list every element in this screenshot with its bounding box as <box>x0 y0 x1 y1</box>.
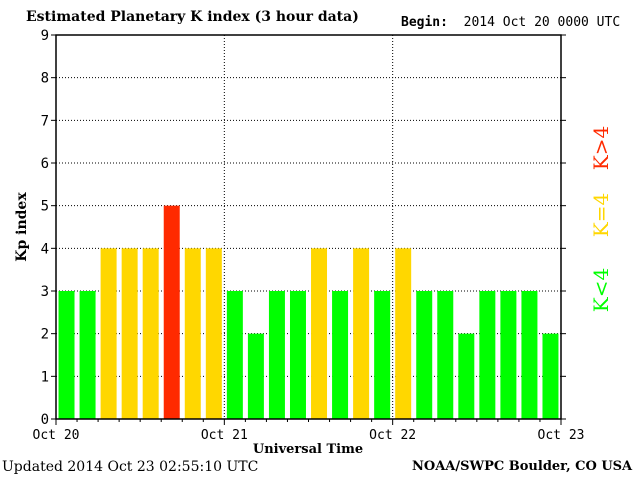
x-tick-label: Oct 20 <box>33 428 80 443</box>
y-tick-label: 2 <box>41 327 49 343</box>
bars <box>58 205 559 419</box>
kp-bar <box>268 291 285 419</box>
begin-value: 2014 Oct 20 0000 UTC <box>463 15 621 30</box>
kp-bar <box>542 333 559 419</box>
y-ticks: 0 1 2 3 4 5 6 7 8 9 <box>41 28 566 428</box>
kp-bar <box>226 291 243 419</box>
kp-bar <box>247 333 264 419</box>
kp-bar <box>458 333 475 419</box>
kp-bar <box>479 291 496 419</box>
y-tick-label: 1 <box>41 369 49 385</box>
y-tick-label: 6 <box>41 156 49 172</box>
kp-bar <box>100 248 117 419</box>
kp-bar <box>205 248 222 419</box>
x-tick-label: Oct 23 <box>538 428 585 443</box>
kp-bar <box>353 248 370 419</box>
kp-bar <box>332 291 349 419</box>
chart-title: Estimated Planetary K index (3 hour data… <box>26 9 359 25</box>
y-tick-label: 0 <box>41 412 49 428</box>
x-axis-label: Universal Time <box>253 442 363 457</box>
grid-lines <box>56 35 561 419</box>
x-tick-label: Oct 22 <box>369 428 416 443</box>
kp-bar <box>521 291 538 419</box>
y-axis-label: Kp index <box>14 192 30 262</box>
kp-bar <box>163 205 180 419</box>
updated-timestamp: Updated 2014 Oct 23 02:55:10 UTC <box>2 459 259 475</box>
kp-bar <box>437 291 454 419</box>
kp-bar <box>416 291 433 419</box>
y-tick-label: 8 <box>41 71 49 87</box>
legend-mid: K=4 <box>589 193 613 237</box>
x-tick-label: Oct 21 <box>201 428 248 443</box>
kp-chart: 0 1 2 3 4 5 6 7 8 9 Oct 20 Oct 21 Oct 22 Oct 23 Kp i… <box>14 28 613 457</box>
kp-bar <box>311 248 328 419</box>
kp-bar <box>79 291 96 419</box>
kp-bar <box>121 248 138 419</box>
y-tick-label: 5 <box>41 199 49 215</box>
kp-bar <box>142 248 159 419</box>
kp-bar <box>500 291 517 419</box>
begin-info: Begin: 2014 Oct 20 0000 UTC <box>401 15 620 30</box>
x-ticks: Oct 20 Oct 21 Oct 22 Oct 23 <box>33 419 585 443</box>
y-tick-label: 3 <box>41 284 49 300</box>
kp-bar <box>374 291 391 419</box>
kp-bar <box>395 248 412 419</box>
begin-label: Begin: <box>401 15 448 30</box>
legend-high: K>4 <box>589 126 613 170</box>
credit: NOAA/SWPC Boulder, CO USA <box>412 459 633 474</box>
y-tick-label: 4 <box>41 241 49 257</box>
y-tick-label: 7 <box>41 113 49 129</box>
kp-bar <box>184 248 201 419</box>
kp-bar <box>58 291 75 419</box>
y-tick-label: 9 <box>41 28 49 44</box>
kp-bar <box>289 291 306 419</box>
legend-low: K<4 <box>589 268 613 312</box>
